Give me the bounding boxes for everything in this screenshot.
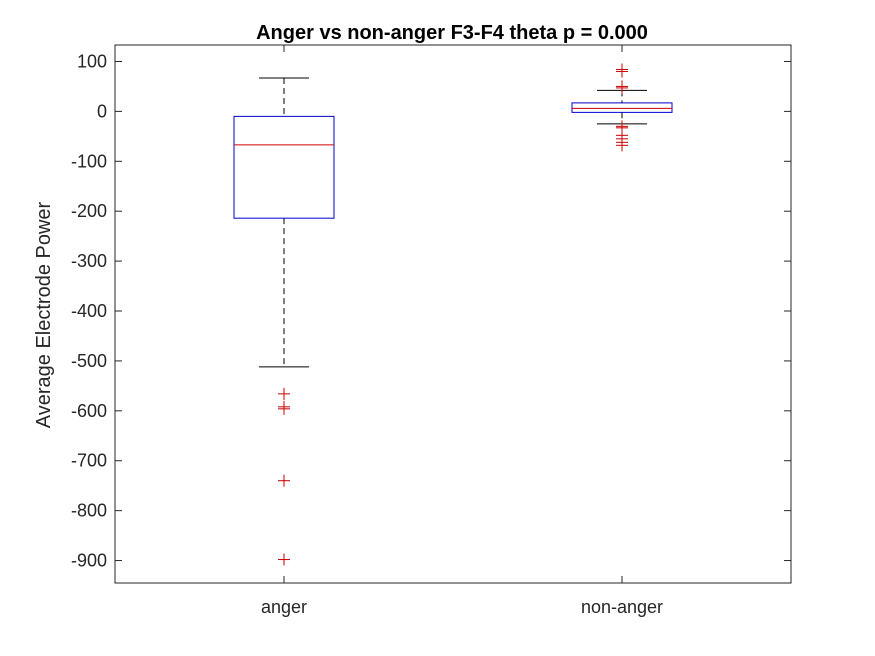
y-tick-label: -300 (71, 251, 107, 271)
box-non-anger (571, 63, 673, 152)
y-tick-label: 100 (77, 51, 107, 71)
x-ticks: anger non-anger (261, 45, 663, 617)
y-tick-label: -100 (71, 151, 107, 171)
y-tick-label: -700 (71, 451, 107, 471)
y-tick-label: -600 (71, 401, 107, 421)
outlier-marker (278, 387, 290, 400)
outlier-marker (278, 553, 290, 566)
outlier-marker (278, 402, 290, 415)
y-tick-label: 0 (97, 101, 107, 121)
y-tick-label: -800 (71, 501, 107, 521)
y-tick-label: -900 (71, 551, 107, 571)
plot-area-frame (114, 44, 792, 584)
chart-title: Anger vs non-anger F3-F4 theta p = 0.000 (256, 22, 648, 44)
y-tick-label: -400 (71, 301, 107, 321)
y-tick-label: -500 (71, 351, 107, 371)
interquartile-box (233, 115, 335, 219)
y-tick-label: -200 (71, 201, 107, 221)
box-anger (233, 77, 335, 566)
x-tick-label: anger (261, 597, 307, 617)
outlier-marker (278, 474, 290, 487)
interquartile-box (571, 102, 673, 113)
outlier-marker (616, 65, 628, 78)
outlier-marker (616, 139, 628, 152)
y-ticks: 100 0 -100 -200 -300 -400 -500 -600 -700 -800 -900 (71, 51, 791, 571)
y-axis-label: Average Electrode Power (33, 201, 55, 428)
x-tick-label: non-anger (581, 597, 663, 617)
outlier-marker (616, 81, 628, 94)
boxes (233, 63, 673, 566)
